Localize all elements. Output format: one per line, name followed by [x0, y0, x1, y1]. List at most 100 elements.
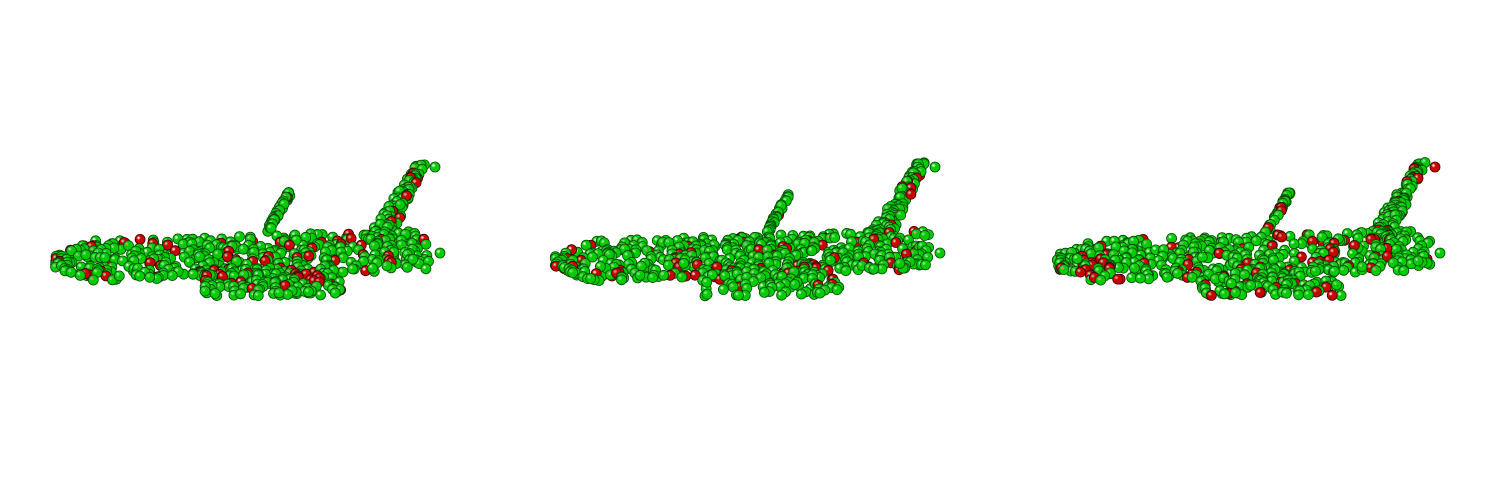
point — [1172, 267, 1183, 279]
point — [567, 267, 579, 279]
point — [367, 262, 378, 274]
point — [99, 252, 111, 264]
point — [1356, 261, 1368, 273]
point — [74, 269, 86, 281]
point — [825, 254, 836, 266]
point — [1245, 279, 1257, 291]
point — [676, 271, 688, 283]
point — [814, 287, 826, 299]
point — [733, 289, 744, 301]
point — [237, 243, 249, 255]
point — [919, 230, 931, 241]
point — [273, 287, 285, 299]
point — [166, 270, 178, 282]
point — [662, 259, 674, 271]
point — [315, 289, 327, 301]
view-panel — [1051, 157, 1446, 301]
point — [934, 247, 946, 259]
point — [920, 259, 931, 271]
highlight-point — [1276, 231, 1288, 243]
point — [420, 238, 432, 250]
point — [401, 261, 413, 273]
point — [368, 240, 380, 252]
point — [829, 232, 841, 243]
highlight-point — [283, 239, 295, 251]
point — [429, 161, 441, 173]
point — [265, 222, 277, 234]
point — [1398, 265, 1410, 277]
point — [347, 263, 359, 275]
point — [806, 245, 818, 257]
point — [647, 272, 658, 284]
point — [1293, 289, 1304, 301]
highlight-point — [1206, 289, 1217, 301]
point — [1281, 287, 1292, 299]
point — [113, 270, 125, 282]
point — [65, 266, 77, 278]
point — [796, 288, 807, 300]
point — [1225, 278, 1237, 289]
point — [381, 260, 393, 272]
highlight-point — [1429, 161, 1441, 173]
point — [585, 273, 597, 284]
point — [80, 249, 92, 261]
point — [235, 288, 247, 300]
view-panel — [50, 159, 446, 302]
point — [1095, 274, 1107, 286]
point — [337, 266, 349, 278]
point — [1071, 253, 1083, 265]
point — [187, 268, 199, 280]
point — [1331, 279, 1342, 291]
point — [1434, 247, 1446, 259]
point — [1288, 238, 1300, 250]
point — [616, 274, 627, 286]
point — [758, 286, 770, 298]
point — [329, 287, 341, 299]
point — [144, 271, 156, 283]
point — [929, 161, 941, 173]
point — [1135, 272, 1146, 284]
point — [1370, 265, 1382, 276]
point — [199, 285, 211, 297]
point — [134, 270, 146, 282]
highlight-point — [1326, 289, 1338, 301]
point — [1239, 269, 1250, 281]
point — [1310, 265, 1321, 277]
point — [587, 251, 598, 263]
point — [420, 263, 432, 275]
point — [678, 257, 690, 269]
point — [1196, 251, 1208, 263]
point — [658, 269, 670, 281]
point — [1316, 231, 1328, 243]
point — [194, 251, 206, 263]
point — [303, 286, 314, 298]
point — [434, 247, 446, 259]
point — [1161, 271, 1173, 283]
view-panel — [549, 157, 946, 302]
highlight-point — [1112, 273, 1124, 285]
point — [1387, 257, 1399, 269]
point — [1058, 264, 1070, 275]
highlight-point — [303, 250, 315, 262]
point — [706, 269, 718, 281]
point — [252, 290, 264, 302]
highlight-point — [222, 251, 233, 263]
highlight-point — [134, 233, 146, 245]
point — [789, 279, 801, 290]
highlight-point — [890, 237, 902, 248]
highlight-point — [1254, 287, 1266, 298]
point — [634, 269, 646, 281]
highlight-point — [162, 239, 174, 251]
point — [701, 276, 713, 288]
point — [840, 265, 852, 277]
point — [868, 263, 880, 275]
highlight-point — [905, 188, 917, 200]
point — [894, 257, 906, 269]
point — [1230, 287, 1241, 299]
point — [831, 284, 843, 296]
point — [407, 253, 419, 265]
highlight-point — [1075, 266, 1086, 278]
point — [1166, 232, 1177, 244]
point — [66, 245, 77, 257]
